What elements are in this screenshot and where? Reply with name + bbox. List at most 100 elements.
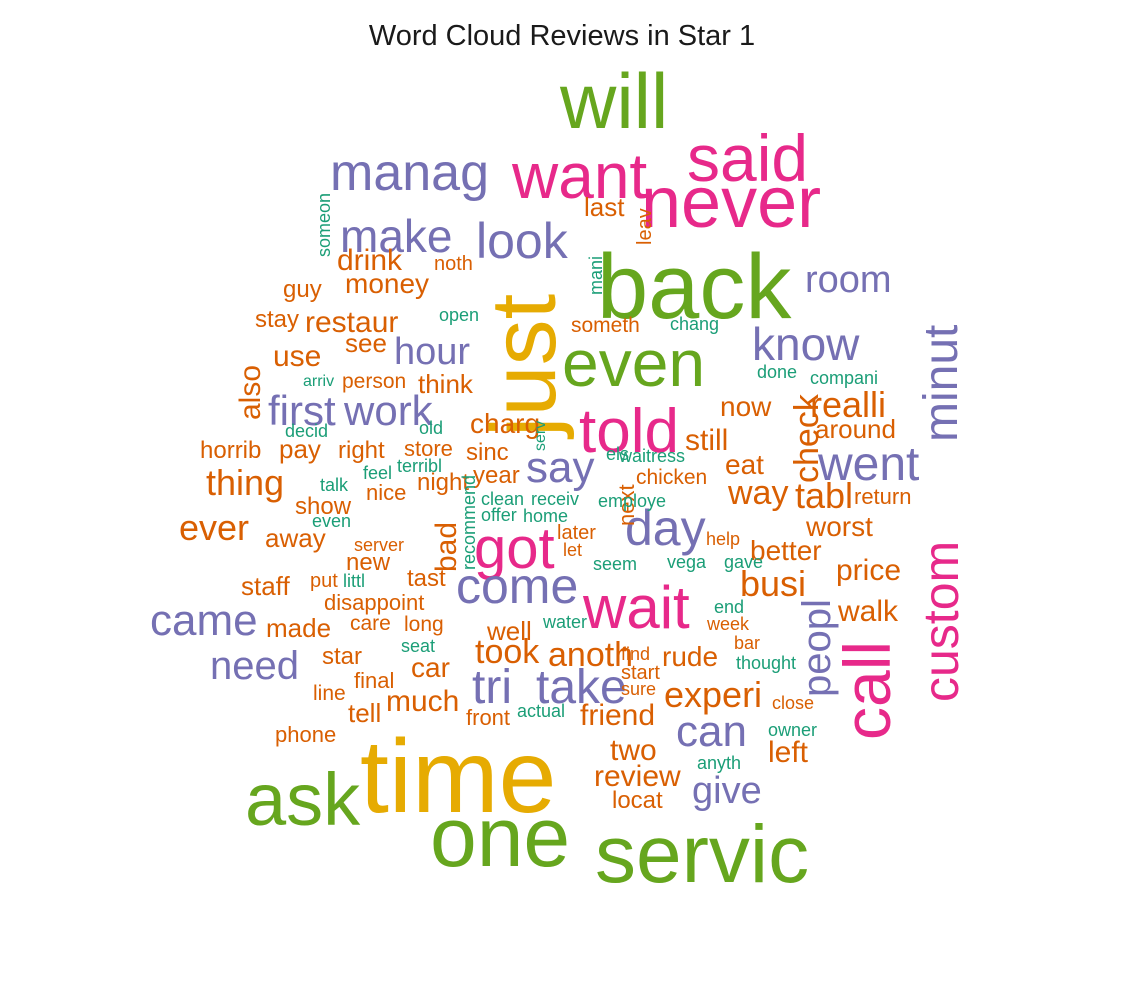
word-long: long <box>404 613 444 636</box>
word-anoth: anoth <box>548 636 633 674</box>
word-arriv: arriv <box>303 373 334 390</box>
word-care: care <box>350 612 391 635</box>
word-help: help <box>706 529 740 549</box>
word-say: say <box>526 443 594 492</box>
word-ask: ask <box>245 758 361 841</box>
word-wait: wait <box>582 574 690 641</box>
word-els: els <box>606 444 629 464</box>
word-know: know <box>752 318 860 370</box>
word-offer: offer <box>481 505 517 525</box>
word-decid: decid <box>285 421 328 441</box>
word-sure: sure <box>621 679 656 699</box>
word-call: call <box>830 641 904 740</box>
word-even: even <box>312 511 351 531</box>
word-open: open <box>439 305 479 325</box>
word-busi: busi <box>740 563 806 604</box>
word-final: final <box>354 668 394 693</box>
word-week: week <box>706 614 750 634</box>
word-end: end <box>714 597 744 617</box>
word-later: later <box>557 522 596 544</box>
word-next: next <box>614 484 639 526</box>
word-close: close <box>772 693 814 713</box>
word-bad: bad <box>430 522 463 572</box>
word-went: went <box>817 438 919 491</box>
word-minut: minut <box>915 325 968 442</box>
word-never: never <box>641 163 821 243</box>
word-noth: noth <box>434 253 473 275</box>
word-worst: worst <box>805 511 873 542</box>
word-experi: experi <box>664 674 762 715</box>
word-room: room <box>805 259 892 301</box>
word-want: want <box>511 140 647 212</box>
word-nice: nice <box>366 480 406 505</box>
word-custom: custom <box>913 541 969 702</box>
word-put: put <box>310 570 338 592</box>
word-made: made <box>266 613 331 643</box>
word-friend: friend <box>580 699 655 732</box>
word-hour: hour <box>394 331 470 373</box>
word-mani: mani <box>586 256 606 295</box>
word-employe: employe <box>598 491 666 511</box>
word-gave: gave <box>724 552 763 572</box>
word-time: time <box>360 719 556 835</box>
word-take: take <box>536 661 627 714</box>
word-pay: pay <box>279 434 321 464</box>
word-someth: someth <box>571 314 640 337</box>
word-restaur: restaur <box>305 306 398 339</box>
word-manag: manag <box>330 144 489 202</box>
word-better: better <box>750 535 822 566</box>
word-done: done <box>757 362 797 382</box>
word-water: water <box>542 612 587 632</box>
word-tri: tri <box>472 661 512 714</box>
word-chicken: chicken <box>636 466 707 489</box>
word-chang: chang <box>670 314 719 334</box>
word-servic: servic <box>595 809 809 900</box>
word-told: told <box>579 397 679 466</box>
word-person: person <box>342 370 406 393</box>
word-peopl: peopl <box>795 599 839 697</box>
word-disappoint: disappoint <box>324 590 424 615</box>
word-locat: locat <box>612 787 663 814</box>
word-left: left <box>768 736 809 769</box>
word-clean: clean <box>481 489 524 509</box>
word-now: now <box>720 391 772 422</box>
word-serv: serv <box>532 421 549 451</box>
word-let: let <box>563 540 582 560</box>
word-bar: bar <box>734 633 760 653</box>
word-tast: tast <box>407 565 446 592</box>
word-old: old <box>419 418 443 438</box>
word-owner: owner <box>768 720 817 740</box>
word-think: think <box>418 369 474 399</box>
word-horrib: horrib <box>200 437 261 464</box>
word-got: got <box>474 516 555 581</box>
word-waitress: waitress <box>618 446 685 466</box>
word-well: well <box>486 616 532 646</box>
word-compani: compani <box>810 368 878 388</box>
word-make: make <box>340 210 452 262</box>
word-phone: phone <box>275 722 336 747</box>
word-home: home <box>523 506 568 526</box>
word-littl: littl <box>343 571 365 591</box>
word-server: server <box>354 535 404 555</box>
word-can: can <box>676 707 747 756</box>
word-look: look <box>476 213 569 269</box>
word-charg: charg <box>470 408 540 439</box>
word-star: star <box>322 643 362 670</box>
word-thought: thought <box>736 653 796 673</box>
word-eat: eat <box>725 449 764 480</box>
word-give: give <box>692 770 762 812</box>
word-store: store <box>404 436 453 461</box>
word-tabl: tabl <box>795 475 853 516</box>
word-talk: talk <box>320 475 349 495</box>
word-even: even <box>562 326 705 400</box>
word-use: use <box>273 340 321 373</box>
word-away: away <box>265 523 326 553</box>
word-right: right <box>338 437 385 464</box>
word-seat: seat <box>401 636 435 656</box>
word-recommend: recommend <box>459 475 479 570</box>
word-came: came <box>150 596 258 645</box>
word-sinc: sinc <box>466 439 509 466</box>
word-will: will <box>559 57 668 145</box>
word-new: new <box>346 549 391 576</box>
